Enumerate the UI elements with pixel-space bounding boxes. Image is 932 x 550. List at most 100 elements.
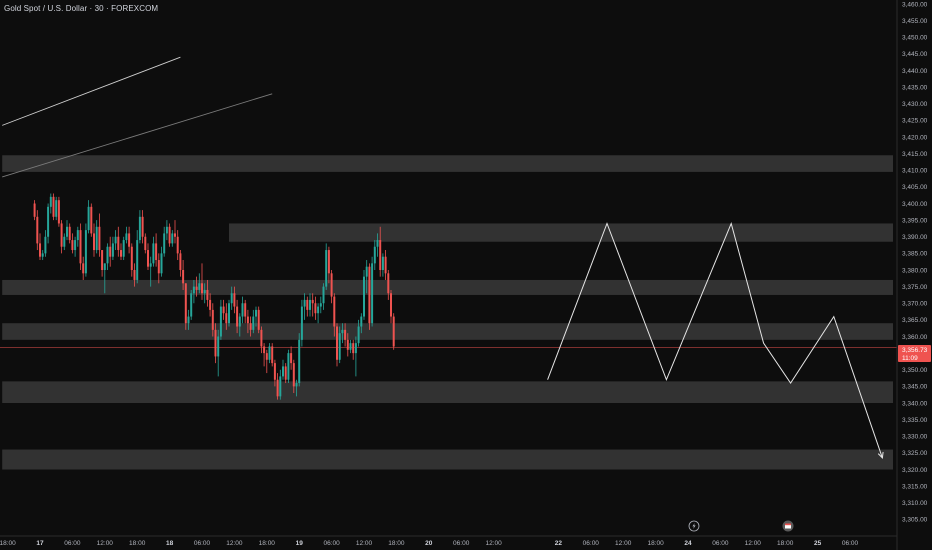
candle [236,299,239,334]
candle-body [392,316,395,347]
x-tick-label: 22 [555,540,563,547]
candle-body [111,243,114,257]
candle-body [236,306,239,327]
candle [138,210,141,244]
candle [257,306,260,334]
candle-body [252,316,255,330]
candle-body [52,196,55,217]
candle-body [157,260,160,274]
candle [271,343,274,367]
candle [246,309,249,334]
candle-body [314,303,317,314]
zone-0 [2,155,893,172]
candle-body [176,236,179,254]
candle [390,289,392,324]
candle-body [49,196,52,207]
candle [376,233,379,257]
candle-body [317,306,320,314]
candle-body [144,236,147,251]
y-tick-label: 3,445.00 [902,51,928,58]
candle-body [376,240,379,247]
candle-body [184,283,187,324]
candle-body [249,323,252,330]
y-tick-label: 3,440.00 [902,68,928,75]
candle-body [244,303,247,317]
candle-body [106,246,109,264]
candle [371,256,374,327]
y-tick-label: 3,410.00 [902,168,928,175]
candle-body [57,200,60,224]
candle-body [128,233,131,247]
candle-body [263,346,266,354]
candle-body [79,230,82,264]
candle-body [90,206,93,234]
candle-body [117,236,120,251]
calendar-icon[interactable] [782,520,794,532]
candle-body [379,240,382,270]
price-tag: 3,356.73 11:09 [898,345,931,362]
candle [87,200,90,234]
candle-body [63,236,66,247]
candle-body [71,240,74,251]
candle-body [325,250,328,287]
candle [290,346,293,370]
candle [106,243,109,270]
lightning-icon[interactable] [688,520,700,532]
candle [157,253,160,284]
y-axis[interactable]: 3,305.00 3,310.00 3,315.00 3,320.00 3,325.00… [902,1,928,523]
candle [184,283,187,330]
candle-body [228,303,230,324]
candle [171,230,174,247]
candle [39,233,41,261]
candle-body [168,226,171,244]
candle [84,223,87,277]
price-tag-box [898,345,931,362]
candle-body [352,343,355,354]
candle [109,236,112,267]
candle [209,293,212,317]
candle-body [384,256,387,274]
candle-body [182,270,185,284]
candle-body [365,266,368,277]
candle-body [276,379,279,397]
candle [317,303,320,324]
candle [341,323,344,344]
candle [265,349,268,374]
candle-body [41,253,44,257]
projection-arrowhead [877,451,884,459]
candle-body [371,263,374,324]
candle-body [390,293,392,317]
candle-body [327,250,330,274]
candle [33,200,36,221]
candle [147,243,149,270]
candle [373,240,376,270]
projection-path [547,221,883,459]
candle-body [141,216,144,237]
candle-body [82,263,85,274]
x-axis[interactable]: 18:00 17 06:00 12:00 18:00 18 06:00 12:00 18:00 1… [0,540,859,547]
candle [238,313,241,337]
y-tick-label: 3,415.00 [902,151,928,158]
x-tick-label: 18:00 [647,540,664,547]
candle [155,233,158,267]
candle-body [357,326,360,344]
candle-body [174,233,176,237]
candle-body [198,283,201,290]
y-tick-label: 3,325.00 [902,450,928,457]
candle [222,299,225,320]
candle [327,246,330,284]
candle-body [165,226,168,234]
zone-4 [2,381,893,403]
candle [368,263,371,330]
candle [203,283,206,304]
candle [36,210,39,251]
candle-body [311,299,314,304]
candle-body [284,366,287,380]
candle [44,230,47,257]
x-tick-label: 12:00 [745,540,762,547]
candle [82,256,85,280]
y-tick-label: 3,330.00 [902,434,928,441]
y-tick-label: 3,460.00 [902,1,928,8]
candle-body [211,309,214,330]
candle-body [295,383,298,387]
